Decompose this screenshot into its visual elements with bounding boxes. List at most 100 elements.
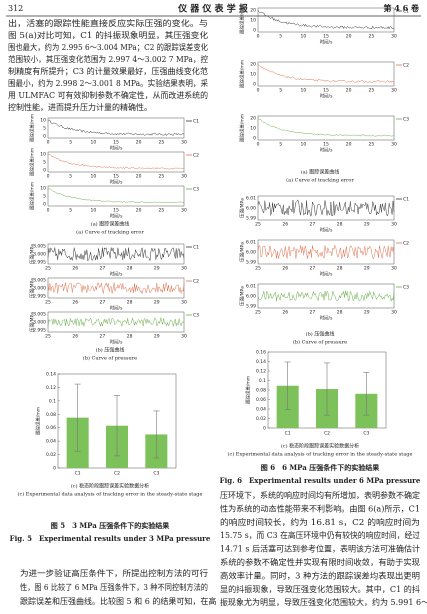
x-tick-label: 10 (90, 174, 96, 180)
legend-label: C3 (403, 117, 409, 123)
x-tick-label: 25 (45, 266, 51, 272)
plot-frame (257, 283, 395, 309)
paragraph-line: 用 ULMFAC 可有效抑制参数不确定性，从而改进系统的 (8, 90, 208, 100)
x-tick-label: 15 (113, 174, 119, 180)
caption: (c) Experimental data analysis of tracki… (18, 491, 203, 498)
x-tick-label: 26 (72, 266, 78, 272)
plot-frame (257, 61, 395, 87)
x-axis-label: 时间/s (320, 227, 334, 234)
y-tick-label: 10 (250, 126, 256, 132)
paragraph-line: 围最小，约为 2.998 2～3.001 8 MPa。实验结果表明，采 (8, 78, 208, 88)
y-tick-label: 6.00 (246, 250, 256, 256)
x-tick-label: 30 (181, 174, 187, 180)
x-axis-label: 时间/s (110, 271, 124, 278)
plot-frame (47, 185, 185, 207)
caption: (a) 跟踪误差曲线 (91, 221, 129, 228)
x-tick-label: 25 (368, 142, 374, 148)
paragraph-line: 范围较小，其压强变化范围为 2.997 4～3.002 7 MPa，控 (8, 54, 208, 64)
y-tick-label: 10 (250, 18, 256, 24)
y-tick-label: 0 (43, 168, 46, 174)
legend-label: C2 (193, 153, 199, 159)
y-tick-label: 2.995 (33, 328, 46, 334)
signal-curve (47, 247, 185, 262)
x-tick-label: 20 (346, 142, 352, 148)
x-tick-label: C2 (324, 431, 330, 437)
caption: (a) Curve of tracking error (286, 177, 354, 184)
x-tick-label: 30 (181, 208, 187, 214)
x-axis-label: 时间/s (320, 39, 334, 46)
y-tick-label: 0.1 (259, 378, 266, 384)
signal-curve (47, 281, 185, 295)
plot-frame (47, 311, 185, 333)
y-tick-label: 0.04 (46, 439, 56, 445)
x-tick-label: 5 (69, 174, 72, 180)
x-tick-label: 25 (158, 140, 164, 146)
caption: (a) 跟踪误差曲线 (301, 169, 339, 176)
x-tick-label: 0 (257, 88, 260, 94)
y-tick-label: 0 (43, 134, 46, 140)
legend-label: C3 (193, 187, 199, 193)
x-tick-label: 27 (310, 310, 316, 316)
y-tick-label: 20 (250, 62, 256, 68)
caption: (b) 压强曲线 (306, 331, 335, 338)
y-tick-label: 3.005 (33, 244, 46, 250)
plot-frame (47, 151, 185, 173)
y-axis-label: 跟踪误差/mm (29, 148, 36, 176)
caption: Fig. 5 Experimental results under 3 MPa … (10, 534, 211, 543)
legend-label: C2 (403, 241, 409, 247)
x-axis-label: 时间/s (320, 93, 334, 100)
paragraph-line: 出，活塞的跟踪性能直接反应实际压强的变化。与 (8, 18, 208, 28)
y-tick-label: 0.02 (256, 416, 266, 422)
paragraph-line: 系统的参数不确定性并实现有限时间收敛，有助于实现 (220, 557, 420, 567)
caption: Fig. 6 Experimental results under 6 MPa … (220, 476, 421, 485)
paragraph-line: 14.71 s 后活塞可达到参考位置，表明该方法可准确估计 (220, 544, 420, 554)
caption: (a) Curve of tracking error (76, 229, 144, 236)
x-tick-label: 25 (45, 300, 51, 306)
x-tick-label: 15 (323, 88, 329, 94)
y-tick-label: 0.08 (46, 412, 56, 418)
y-tick-label: 5.99 (246, 304, 256, 310)
y-tick-label: 0.12 (46, 385, 56, 391)
x-tick-label: 30 (391, 142, 397, 148)
y-tick-label: 6.01 (246, 284, 256, 290)
x-tick-label: 27 (100, 300, 106, 306)
plot-frame (47, 243, 185, 265)
y-tick-label: 2.995 (33, 260, 46, 266)
y-tick-label: 0 (53, 466, 56, 472)
paragraph-line: 的响应时间较长，约为 16.81 s，C2 的响应时间为 (220, 517, 420, 527)
signal-curve (47, 153, 185, 170)
plot-frame (257, 7, 395, 33)
x-tick-label: 28 (127, 334, 133, 340)
caption: (c) 稳态阶段跟踪误差实验数据分析 (281, 443, 359, 450)
x-tick-label: 0 (47, 208, 50, 214)
x-tick-label: 15 (113, 140, 119, 146)
x-tick-label: 15 (323, 34, 329, 40)
y-tick-label: 3.000 (33, 286, 46, 292)
legend-label: C2 (403, 63, 409, 69)
signal-curve (257, 199, 395, 217)
x-tick-label: 20 (136, 208, 142, 214)
x-tick-label: 5 (69, 140, 72, 146)
x-tick-label: 5 (279, 34, 282, 40)
y-tick-label: 0.14 (256, 359, 266, 365)
x-tick-label: 27 (100, 334, 106, 340)
x-tick-label: 25 (368, 88, 374, 94)
x-tick-label: 27 (310, 222, 316, 228)
x-tick-label: 30 (391, 88, 397, 94)
paragraph-line: 跟踪误差和压强曲线。比较图 5 和 6 的结果可知，在高 (20, 596, 216, 606)
y-tick-label: 20 (250, 8, 256, 14)
signal-curve (47, 188, 185, 204)
x-tick-label: 28 (127, 300, 133, 306)
x-tick-label: 30 (391, 222, 397, 228)
caption: (c) Experimental data analysis of tracki… (228, 451, 413, 458)
plot-frame (257, 115, 395, 141)
x-tick-label: 29 (154, 266, 160, 272)
x-tick-label: 15 (323, 142, 329, 148)
x-tick-label: 30 (391, 266, 397, 272)
page-number: 312 (8, 4, 23, 13)
caption: (b) Curve of pressure (83, 355, 137, 362)
legend-label: C3 (193, 313, 199, 319)
signal-curve (257, 290, 395, 302)
x-tick-label: 5 (69, 208, 72, 214)
